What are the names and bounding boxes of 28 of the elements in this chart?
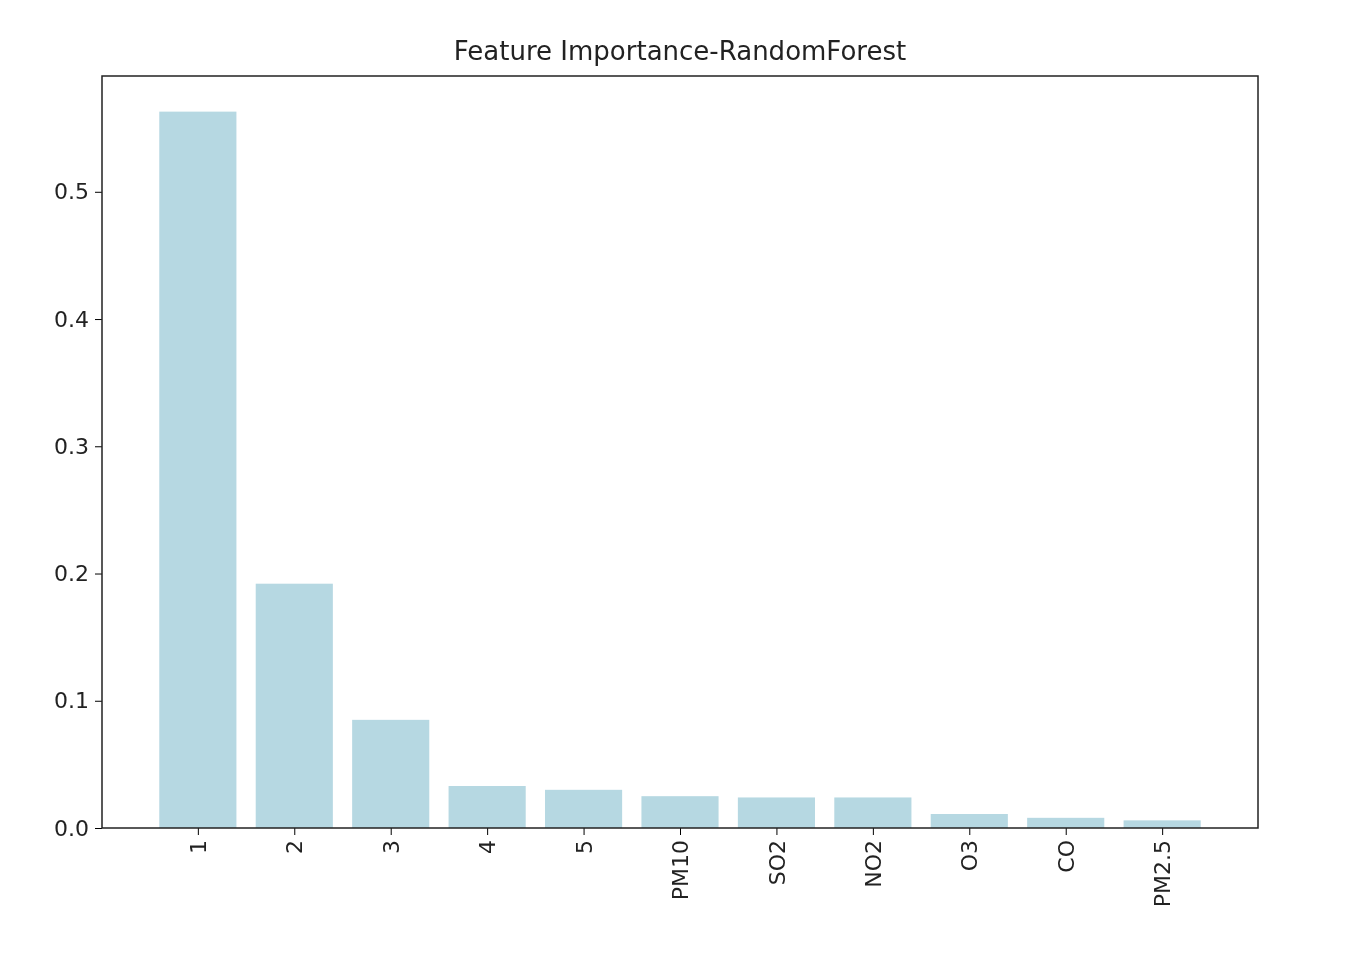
x-tick-label: 4	[475, 840, 501, 854]
x-tick-label: PM2.5	[1150, 840, 1176, 908]
x-tick-label: CO	[1053, 840, 1079, 873]
bar	[834, 797, 912, 828]
y-tick-label: 0.4	[54, 306, 89, 332]
y-tick-label: 0.2	[54, 561, 89, 587]
y-tick-label: 0.1	[54, 688, 89, 714]
x-tick-label: SO2	[764, 840, 790, 886]
y-tick-label: 0.3	[54, 433, 89, 459]
bar	[737, 797, 815, 828]
bar	[352, 719, 430, 828]
x-tick-label: 3	[378, 840, 404, 854]
bar	[930, 814, 1008, 828]
y-tick-label: 0.5	[54, 179, 89, 205]
y-tick-label: 0.0	[54, 815, 89, 841]
x-tick-label: PM10	[668, 840, 694, 901]
bar	[641, 796, 719, 828]
x-tick-label: NO2	[861, 840, 887, 888]
x-tick-label: 2	[282, 840, 308, 854]
bar	[545, 789, 623, 828]
bar	[159, 111, 237, 828]
x-tick-label: 1	[186, 840, 212, 854]
bar	[255, 583, 333, 828]
chart-title: Feature Importance-RandomForest	[453, 36, 907, 66]
x-tick-label: 5	[571, 840, 597, 854]
bar	[1123, 820, 1201, 828]
x-tick-label: O3	[957, 840, 983, 872]
bar	[448, 786, 526, 828]
